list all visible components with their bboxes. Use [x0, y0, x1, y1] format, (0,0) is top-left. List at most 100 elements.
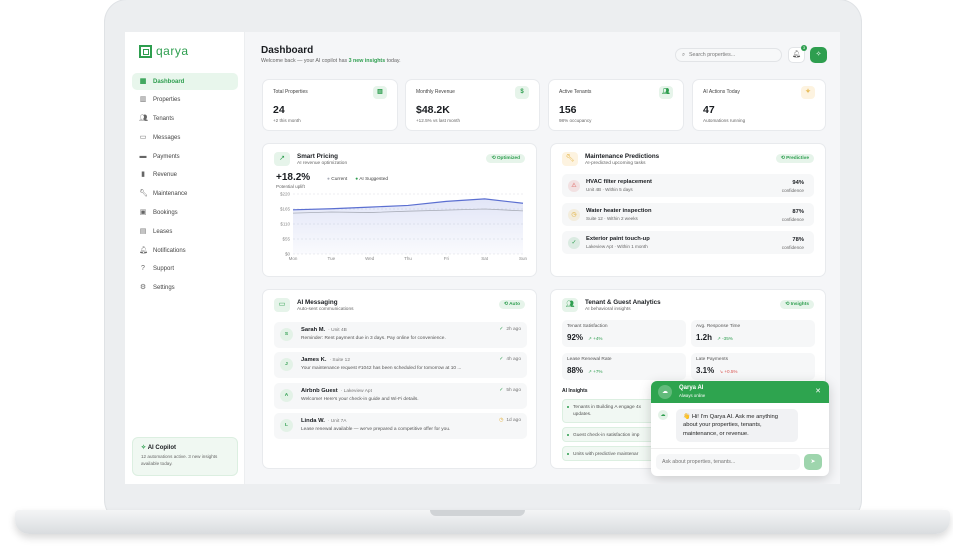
sidebar-item-messages[interactable]: ▭ Messages: [132, 129, 238, 146]
maintenance-item[interactable]: ⚠ HVAC filter replacement Unit 4B · Within…: [562, 174, 814, 197]
message-item[interactable]: S Sarah M. · Unit 4B Reminder: Rent payment…: [274, 322, 527, 348]
wrench-icon: 🔧︎: [562, 152, 578, 166]
bot-icon: ☁: [658, 385, 672, 399]
sidebar-item-dashboard[interactable]: ▦ Dashboard: [132, 73, 238, 90]
task-title: Water heater inspection: [586, 207, 652, 214]
check-circle-icon: ✓: [568, 237, 580, 249]
insight-item[interactable]: Tenants in Building A engage 4x updates.: [562, 399, 662, 423]
metric-number: 1.2h: [696, 333, 713, 342]
metric-label: Lease Renewal Rate: [567, 357, 612, 362]
page-subtitle: Welcome back — your AI copilot has 3 new…: [261, 58, 401, 64]
sidebar-item-maintenance[interactable]: 🔧︎ Maintenance: [132, 186, 238, 203]
sidebar-item-properties[interactable]: ▥ Properties: [132, 92, 238, 109]
trending-up-icon: ↗: [274, 152, 290, 166]
chat-header: ☁ Qarya AI Always online ✕: [651, 381, 829, 403]
copilot-title: ✧ AI Copilot: [141, 444, 229, 451]
message-time: ✓ 4h ago: [499, 357, 521, 362]
sidebar-item-tenants[interactable]: 👥︎ Tenants: [132, 111, 238, 128]
time-text: 5h ago: [506, 387, 521, 393]
check-icon: ✓: [499, 357, 504, 363]
x-tick-label: Sun: [519, 256, 528, 261]
confidence-label: confidence: [781, 245, 804, 250]
wrench-icon: 🔧︎: [139, 190, 148, 198]
maintenance-item[interactable]: ✓ Exterior paint touch-up Lakeview Apt · W…: [562, 231, 814, 254]
metric-tile: Lease Renewal Rate 88% ↗ +7%: [562, 353, 686, 380]
card-subtitle: AI behavioral insights: [585, 307, 631, 312]
insights-link[interactable]: 3 new insights: [348, 58, 386, 64]
stat-sub: +2 this month: [273, 118, 301, 123]
users-icon: 👥︎: [139, 115, 148, 123]
confidence-value: 78%: [792, 237, 804, 243]
avatar: A: [280, 388, 293, 402]
uplift-label: Potential uplift: [276, 184, 305, 189]
confidence-value: 94%: [792, 180, 804, 186]
sidebar-item-support[interactable]: ? Support: [132, 261, 238, 278]
sidebar-item-label: Support: [153, 266, 175, 273]
building-icon: ▥: [139, 96, 147, 104]
divider: [651, 448, 829, 449]
confidence-label: confidence: [781, 188, 804, 193]
sidebar-item-label: Tenants: [153, 116, 175, 123]
close-icon[interactable]: ✕: [815, 388, 821, 395]
notifications-button[interactable]: 🔔︎ 3: [788, 45, 807, 63]
legend-ai-suggested: ● AI Suggested: [355, 177, 389, 182]
stat-value: 47: [703, 104, 715, 116]
sender-unit: · Lakeview Apt: [340, 388, 372, 394]
metric-value: 3.1% ↘ +0.5%: [696, 366, 738, 375]
sidebar-nav: ▦ Dashboard ▥ Properties 👥︎ Tenants ▭ Messages ▬…: [132, 73, 238, 299]
sidebar-item-label: Settings: [153, 285, 175, 292]
search-input[interactable]: ⌕ Search properties...: [675, 48, 782, 62]
sidebar-item-revenue[interactable]: ▮ Revenue: [132, 167, 238, 184]
sparkle-icon: ✧: [141, 445, 147, 451]
stat-card: AI Actions Today ✧ 47 Automations running: [692, 79, 826, 131]
copilot-text: 12 automations active. 3 new insights av…: [141, 454, 218, 466]
sidebar-item-settings[interactable]: ⚙ Settings: [132, 280, 238, 297]
insight-item[interactable]: Guest check-in satisfaction imp: [562, 427, 662, 442]
sparkle-icon: ✧: [801, 86, 815, 99]
insights-badge: ⟲ Insights: [780, 300, 814, 309]
stat-sub: Automations running: [703, 118, 746, 123]
message-time: ◷ 1d ago: [499, 418, 521, 423]
metric-delta: ↗ +7%: [588, 369, 603, 374]
bot-icon: ☁: [658, 410, 668, 420]
chat-input[interactable]: [656, 454, 800, 470]
maintenance-item[interactable]: ◷ Water heater inspection Suite 12 · Withi…: [562, 202, 814, 226]
sidebar-item-bookings[interactable]: ▣ Bookings: [132, 205, 238, 222]
series-area: [293, 198, 523, 254]
stat-label: Monthly Revenue: [416, 89, 455, 95]
message-item[interactable]: L Linda W. · Unit 7A Lease renewal availabl…: [274, 412, 527, 439]
badge-label: Insights: [790, 302, 809, 307]
ai-assistant-button[interactable]: ✧: [810, 47, 827, 63]
sidebar-item-label: Revenue: [153, 172, 178, 179]
avatar: S: [280, 328, 293, 341]
ai-copilot-panel[interactable]: ✧ AI Copilot 12 automations active. 3 ne…: [132, 437, 238, 476]
insight-item[interactable]: Units with predictive maintenar: [562, 446, 662, 461]
message-item[interactable]: J James K. · Suite 12 Your maintenance requ…: [274, 352, 527, 379]
sidebar-item-label: Messages: [153, 134, 181, 141]
insight-text: Units with predictive maintenar: [573, 452, 639, 457]
calendar-icon: ▣: [139, 209, 147, 217]
task-sub: Suite 12 · Within 2 weeks: [586, 215, 638, 221]
x-tick-label: Sat: [481, 256, 489, 261]
sidebar-item-notifications[interactable]: 🔔︎ Notifications: [132, 242, 238, 259]
sidebar-item-label: Payments: [153, 153, 180, 160]
avatar: L: [280, 418, 293, 432]
metric-delta: ↘ +0.5%: [719, 369, 738, 374]
logo[interactable]: qarya: [139, 44, 189, 58]
task-title: HVAC filter replacement: [586, 179, 652, 185]
chat-message: 👋 Hi! I'm Qarya AI. Ask me anything abou…: [676, 409, 798, 443]
card-title: Maintenance Predictions: [585, 153, 660, 160]
message-sender: Sarah M. · Unit 4B: [301, 327, 347, 333]
message-item[interactable]: A Airbnb Guest · Lakeview Apt Welcome! Here…: [274, 382, 527, 409]
x-tick-label: Wed: [365, 256, 375, 261]
send-button[interactable]: ➤: [804, 454, 822, 470]
sender-name: James K.: [301, 357, 327, 364]
sidebar-item-leases[interactable]: ▤ Leases: [132, 223, 238, 240]
subtitle-pre: Welcome back — your AI copilot has: [261, 58, 349, 64]
laptop-notch: [430, 510, 525, 516]
card-subtitle: Auto-sent communications: [297, 307, 354, 312]
check-icon: ✓: [499, 387, 504, 393]
sidebar-item-payments[interactable]: ▬ Payments: [132, 148, 238, 165]
insight-text: updates.: [573, 412, 592, 418]
